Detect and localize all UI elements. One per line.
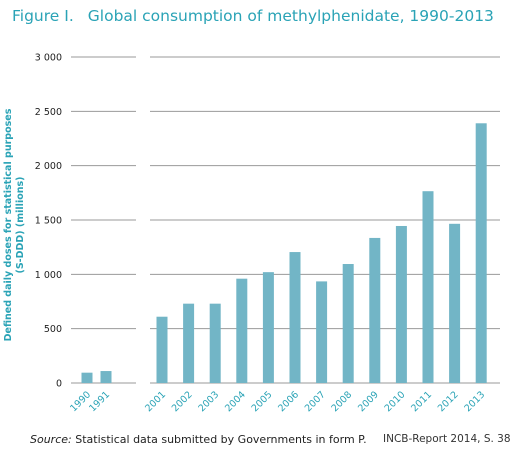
x-tick-label-2006: 2006 (276, 389, 301, 414)
y-tick-label-1000: 1 000 (35, 270, 62, 281)
credit-note: INCB-Report 2014, S. 38 (383, 433, 510, 445)
bar-2004 (236, 278, 248, 383)
bar-2008 (342, 264, 354, 383)
bar-2006 (289, 252, 301, 383)
x-tick-label-2008: 2008 (329, 389, 354, 414)
x-tick-label-2002: 2002 (170, 389, 195, 414)
x-tick-label-2010: 2010 (383, 389, 408, 414)
x-tick-label-2005: 2005 (250, 389, 275, 414)
bar-1991 (100, 371, 112, 383)
x-tick-label-2007: 2007 (303, 389, 328, 414)
bar-2011 (422, 191, 434, 383)
y-tick-label-500: 500 (44, 324, 62, 335)
bar-2012 (449, 223, 461, 383)
y-tick-label-1500: 1 500 (35, 216, 62, 227)
bar-2009 (369, 237, 381, 383)
y-tick-label-2000: 2 000 (35, 161, 62, 172)
gridlines (71, 56, 500, 384)
x-tick-label-2013: 2013 (462, 389, 487, 414)
y-tick-label-0: 0 (56, 379, 62, 390)
bar-2013 (475, 123, 487, 383)
bars (81, 123, 487, 383)
bar-2010 (395, 225, 407, 383)
figure-title: Global consumption of methylphenidate, 1… (87, 7, 494, 25)
bar-2001 (156, 316, 168, 383)
y-axis-label-line1: Defined daily doses for statistical purp… (3, 108, 14, 341)
x-tick-label-1990: 1990 (68, 389, 93, 414)
y-tick-label-2500: 2 500 (35, 107, 62, 118)
source-note: Source: Statistical data submitted by Go… (30, 433, 367, 446)
x-tick-label-2003: 2003 (196, 389, 221, 414)
source-label: Source: (30, 433, 72, 446)
y-axis-ticks: 0 500 1 000 1 500 2 000 2 500 3 000 (35, 53, 62, 390)
figure-number: Figure I. (12, 7, 74, 25)
x-tick-label-2001: 2001 (143, 389, 168, 414)
bar-1990 (81, 372, 93, 383)
x-tick-label-2012: 2012 (436, 389, 461, 414)
bar-2003 (209, 303, 221, 383)
y-tick-label-3000: 3 000 (35, 53, 62, 64)
bar-2005 (262, 272, 274, 383)
x-tick-label-1991: 1991 (87, 389, 112, 414)
x-tick-label-2011: 2011 (409, 389, 434, 414)
x-tick-label-2009: 2009 (356, 389, 381, 414)
x-tick-label-2004: 2004 (223, 389, 248, 414)
chart-title: Figure I. Global consumption of methylphe… (12, 7, 494, 25)
y-axis-label-line2: (S-DDD) (millions) (15, 177, 26, 274)
bar-2007 (316, 281, 328, 383)
source-text: Statistical data submitted by Government… (71, 433, 367, 446)
bar-2002 (183, 303, 195, 383)
